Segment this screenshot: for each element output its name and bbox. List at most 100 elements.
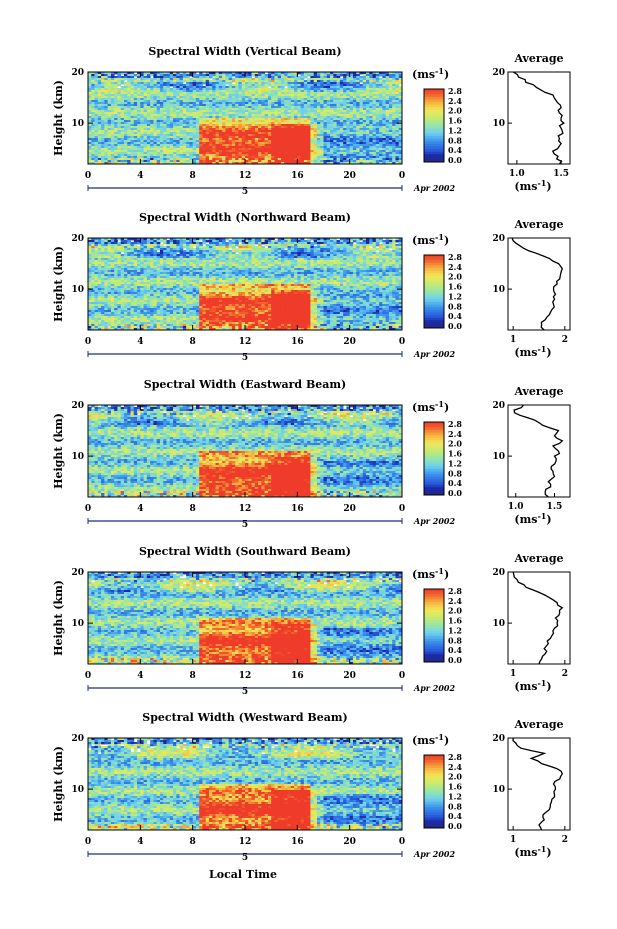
x-tick-label: 0 bbox=[399, 504, 405, 514]
x-tick-label: 20 bbox=[343, 671, 356, 681]
x-tick-label: 4 bbox=[137, 337, 143, 347]
colorbar-tick-label: 2.0 bbox=[448, 439, 462, 449]
colorbar-segment bbox=[424, 260, 444, 264]
colorbar-segment bbox=[424, 492, 444, 496]
colorbar-segment bbox=[424, 809, 444, 813]
colorbar-segment bbox=[424, 760, 444, 764]
colorbar-segment bbox=[424, 442, 444, 446]
colorbar-unit-label: (ms-1) bbox=[412, 732, 449, 747]
colorbar-segment bbox=[424, 445, 444, 449]
colorbar-segment bbox=[424, 814, 444, 818]
panel-1: Spectral Width (Vertical Beam) 20 10 Height… bbox=[52, 45, 571, 197]
colorbar-segment bbox=[424, 643, 444, 647]
colorbar-segment bbox=[424, 130, 444, 134]
average-frame bbox=[507, 737, 571, 831]
y-tick-label: 10 bbox=[71, 452, 84, 462]
colorbar-segment bbox=[424, 625, 444, 629]
average-x-label: (ms-1) bbox=[514, 511, 551, 526]
colorbar-segment bbox=[424, 424, 444, 428]
colorbar-unit-label: (ms-1) bbox=[412, 566, 449, 581]
colorbar-tick-label: 2.8 bbox=[448, 586, 462, 596]
y-tick-label: 10 bbox=[71, 119, 84, 129]
colorbar-segment bbox=[424, 120, 444, 124]
colorbar-tick-label: 2.4 bbox=[448, 596, 462, 606]
avg-y-tick-label: 10 bbox=[492, 119, 505, 129]
avg-x-tick-label: 1 bbox=[510, 835, 516, 845]
colorbar-segment bbox=[424, 286, 444, 290]
colorbar-segment bbox=[424, 656, 444, 660]
colorbar-segment bbox=[424, 461, 444, 465]
colorbar-segment bbox=[424, 262, 444, 266]
colorbar-segment bbox=[424, 484, 444, 488]
heatmap-cells bbox=[88, 238, 403, 331]
avg-y-tick-label: 10 bbox=[492, 785, 505, 795]
colorbar-segment bbox=[424, 117, 444, 121]
colorbar-tick-label: 2.0 bbox=[448, 772, 462, 782]
average-title: Average bbox=[513, 552, 563, 565]
panel-title: Spectral Width (Northward Beam) bbox=[139, 211, 351, 224]
date-label: Apr 2002 bbox=[413, 183, 456, 193]
colorbar-segment bbox=[424, 455, 444, 459]
colorbar-segment bbox=[424, 268, 444, 271]
colorbar-segment bbox=[424, 288, 444, 292]
colorbar-frame bbox=[423, 588, 445, 663]
colorbar-segment bbox=[424, 474, 444, 478]
colorbar-segment bbox=[424, 138, 444, 142]
average-profile-line bbox=[512, 737, 564, 831]
colorbar-segment bbox=[424, 654, 444, 658]
colorbar-segment bbox=[424, 794, 444, 798]
colorbar-segment bbox=[424, 641, 444, 645]
x-tick-label: 16 bbox=[291, 504, 304, 514]
y-tick-label: 20 bbox=[71, 401, 84, 411]
x-tick-label: 16 bbox=[291, 171, 304, 181]
panel-3: Spectral Width (Eastward Beam) 20 10 Height… bbox=[52, 378, 571, 530]
colorbar-tick-label: 0.0 bbox=[448, 321, 462, 331]
colorbar-segment bbox=[424, 314, 444, 318]
colorbar-segment bbox=[424, 612, 444, 616]
y-tick-label: 10 bbox=[71, 619, 84, 629]
colorbar-segment bbox=[424, 450, 444, 454]
avg-y-tick-label: 20 bbox=[492, 734, 505, 744]
colorbar-tick-label: 1.2 bbox=[448, 125, 462, 135]
colorbar-segment bbox=[424, 801, 444, 805]
colorbar-segment bbox=[424, 620, 444, 624]
y-axis-label: Height (km) bbox=[52, 413, 65, 489]
avg-x-tick-label: 1.5 bbox=[553, 169, 569, 179]
average-frame bbox=[507, 404, 571, 498]
day-label: 5 bbox=[242, 687, 248, 697]
colorbar-tick-label: 2.0 bbox=[448, 106, 462, 116]
x-tick-label: 0 bbox=[85, 504, 91, 514]
colorbar-segment bbox=[424, 481, 444, 485]
avg-x-tick-label: 2 bbox=[562, 669, 568, 679]
colorbar-tick-label: 1.2 bbox=[448, 291, 462, 301]
day-label: 5 bbox=[242, 187, 248, 197]
colorbar-segment bbox=[424, 304, 444, 308]
colorbar-tick-label: 0.8 bbox=[448, 301, 462, 311]
colorbar-segment bbox=[424, 156, 444, 160]
colorbar-segment bbox=[424, 659, 444, 663]
colorbar-segment bbox=[424, 820, 444, 824]
colorbar-segment bbox=[424, 309, 444, 313]
colorbar-frame bbox=[423, 421, 445, 496]
colorbar-segment bbox=[424, 594, 444, 598]
colorbar-segment bbox=[424, 786, 444, 790]
x-axis-label: Local Time bbox=[209, 868, 277, 881]
colorbar-segment bbox=[424, 128, 444, 132]
colorbar-segment bbox=[424, 765, 444, 769]
x-tick-label: 4 bbox=[137, 504, 143, 514]
x-tick-label: 20 bbox=[343, 337, 356, 347]
heatmap-cells bbox=[88, 738, 403, 831]
colorbar-tick-label: 1.6 bbox=[448, 116, 462, 126]
x-tick-label: 16 bbox=[291, 671, 304, 681]
colorbar-segment bbox=[424, 487, 444, 491]
colorbar-tick-label: 1.2 bbox=[448, 625, 462, 635]
x-tick-label: 8 bbox=[190, 337, 196, 347]
x-tick-label: 0 bbox=[399, 837, 405, 847]
date-label: Apr 2002 bbox=[413, 516, 456, 526]
colorbar-segment bbox=[424, 635, 444, 639]
colorbar-tick-label: 0.0 bbox=[448, 488, 462, 498]
colorbar-segment bbox=[424, 429, 444, 433]
avg-x-tick-label: 1.0 bbox=[508, 502, 524, 512]
colorbar-segment bbox=[424, 773, 444, 777]
y-tick-label: 10 bbox=[71, 285, 84, 295]
